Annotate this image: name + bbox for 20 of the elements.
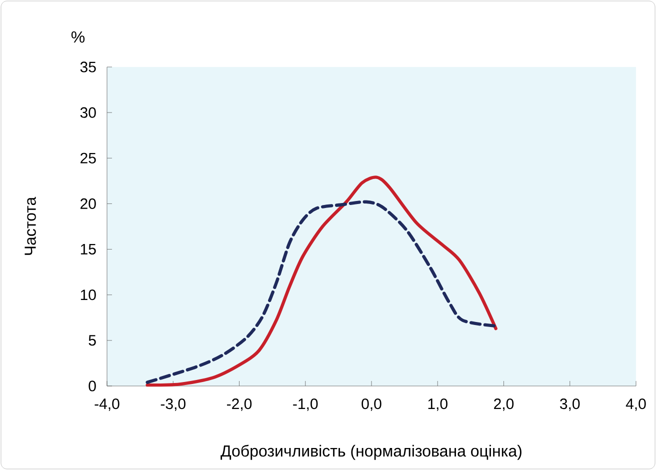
x-tick-label: 1,0 (428, 398, 448, 411)
y-tick-label: 0 (88, 380, 96, 392)
x-tick-label: 2,0 (494, 398, 514, 411)
x-tick-label: -1,0 (293, 398, 318, 411)
y-tick-label: 25 (80, 152, 96, 164)
y-tick-label: 5 (88, 335, 96, 346)
y-axis-title: Частота (24, 196, 36, 255)
x-tick-label: -4,0 (94, 398, 120, 411)
x-tick-label: -3,0 (160, 398, 186, 411)
y-tick-label: 20 (80, 198, 96, 210)
y-tick-label: 15 (80, 244, 96, 254)
x-axis-title: Доброзичливість (нормалізована оцінка) (220, 444, 522, 460)
x-tick-label: -2,0 (226, 398, 252, 411)
x-tick-label: 4,0 (626, 398, 646, 411)
x-tick-label: 3,0 (560, 398, 580, 411)
y-tick-label: 35 (80, 62, 96, 72)
x-tick-label: 0,0 (362, 398, 382, 411)
y-tick-label: 10 (80, 290, 96, 300)
y-tick-label: 30 (80, 107, 96, 118)
text: % (71, 31, 85, 43)
